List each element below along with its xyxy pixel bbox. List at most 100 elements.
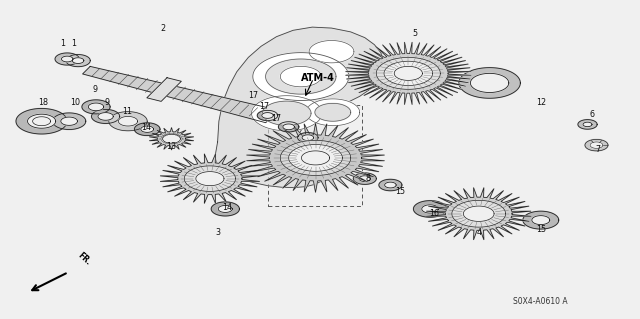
Polygon shape: [385, 182, 396, 188]
Polygon shape: [257, 110, 278, 121]
Polygon shape: [92, 109, 120, 123]
Bar: [268, 105, 362, 206]
Polygon shape: [83, 66, 278, 123]
Polygon shape: [394, 66, 422, 80]
Text: 10: 10: [70, 98, 81, 107]
Polygon shape: [384, 61, 433, 85]
Polygon shape: [218, 205, 232, 212]
Polygon shape: [302, 135, 314, 141]
Polygon shape: [163, 134, 180, 143]
Polygon shape: [578, 120, 597, 129]
Polygon shape: [262, 101, 311, 125]
Polygon shape: [134, 123, 160, 136]
Polygon shape: [315, 103, 351, 121]
Text: 18: 18: [38, 98, 49, 107]
Text: 14: 14: [141, 123, 151, 132]
Polygon shape: [147, 78, 181, 101]
Polygon shape: [470, 73, 509, 93]
Text: 5: 5: [412, 29, 417, 38]
Polygon shape: [463, 206, 494, 221]
Polygon shape: [82, 100, 110, 114]
Polygon shape: [462, 205, 495, 222]
Polygon shape: [278, 122, 299, 132]
Text: 15: 15: [395, 187, 405, 196]
Polygon shape: [72, 58, 84, 63]
Polygon shape: [262, 113, 273, 118]
Text: 11: 11: [122, 107, 132, 116]
Polygon shape: [211, 202, 239, 216]
Polygon shape: [266, 59, 336, 94]
Polygon shape: [188, 168, 232, 189]
Polygon shape: [289, 145, 342, 171]
Polygon shape: [306, 99, 360, 126]
Polygon shape: [253, 53, 349, 100]
Text: 7: 7: [596, 145, 601, 154]
Polygon shape: [359, 176, 371, 182]
Polygon shape: [61, 56, 73, 62]
Polygon shape: [55, 53, 79, 65]
Polygon shape: [459, 68, 520, 98]
Polygon shape: [141, 126, 154, 132]
Text: 8: 8: [365, 174, 371, 183]
Polygon shape: [585, 139, 608, 151]
Polygon shape: [150, 128, 193, 150]
Polygon shape: [590, 142, 603, 148]
Polygon shape: [301, 151, 330, 165]
Text: 17: 17: [248, 91, 258, 100]
Polygon shape: [298, 149, 333, 167]
Polygon shape: [422, 205, 438, 213]
Text: 12: 12: [536, 98, 546, 107]
Polygon shape: [283, 124, 294, 130]
Polygon shape: [452, 200, 506, 227]
Polygon shape: [196, 172, 224, 186]
Text: 16: 16: [429, 209, 439, 218]
Polygon shape: [16, 108, 67, 134]
Polygon shape: [390, 64, 426, 82]
Polygon shape: [252, 96, 322, 131]
Polygon shape: [382, 60, 435, 86]
Polygon shape: [52, 113, 86, 130]
Text: 3: 3: [215, 228, 220, 237]
Polygon shape: [376, 57, 440, 89]
Polygon shape: [184, 166, 236, 191]
Text: 9: 9: [92, 85, 97, 94]
Text: 17: 17: [259, 102, 269, 111]
Polygon shape: [298, 133, 318, 143]
Text: 1: 1: [71, 39, 76, 48]
Polygon shape: [118, 116, 138, 126]
Polygon shape: [280, 140, 351, 175]
Polygon shape: [413, 201, 447, 217]
Text: 1: 1: [60, 39, 65, 48]
Polygon shape: [215, 27, 384, 188]
Text: 14: 14: [222, 203, 232, 212]
Text: 9: 9: [105, 98, 110, 107]
Polygon shape: [346, 42, 471, 105]
Polygon shape: [456, 202, 502, 225]
Text: 17: 17: [271, 114, 282, 122]
Polygon shape: [160, 154, 260, 204]
Polygon shape: [161, 133, 182, 144]
Polygon shape: [379, 179, 402, 191]
Text: FR.: FR.: [76, 251, 93, 267]
Polygon shape: [523, 211, 559, 229]
Polygon shape: [353, 173, 376, 184]
Polygon shape: [246, 123, 385, 192]
Text: ATM-4: ATM-4: [301, 73, 335, 83]
Polygon shape: [109, 112, 147, 131]
Text: 15: 15: [536, 225, 546, 234]
Polygon shape: [98, 113, 113, 120]
Polygon shape: [583, 122, 592, 127]
Text: 6: 6: [589, 110, 595, 119]
Text: 4: 4: [476, 228, 481, 237]
Polygon shape: [66, 55, 90, 67]
Polygon shape: [194, 171, 226, 187]
Polygon shape: [280, 66, 321, 87]
Text: S0X4-A0610 A: S0X4-A0610 A: [513, 297, 568, 306]
Polygon shape: [33, 117, 51, 126]
Polygon shape: [61, 117, 77, 125]
Polygon shape: [532, 216, 550, 225]
Polygon shape: [426, 188, 531, 240]
Text: 13: 13: [166, 142, 177, 151]
Polygon shape: [28, 114, 56, 128]
Polygon shape: [309, 41, 354, 63]
